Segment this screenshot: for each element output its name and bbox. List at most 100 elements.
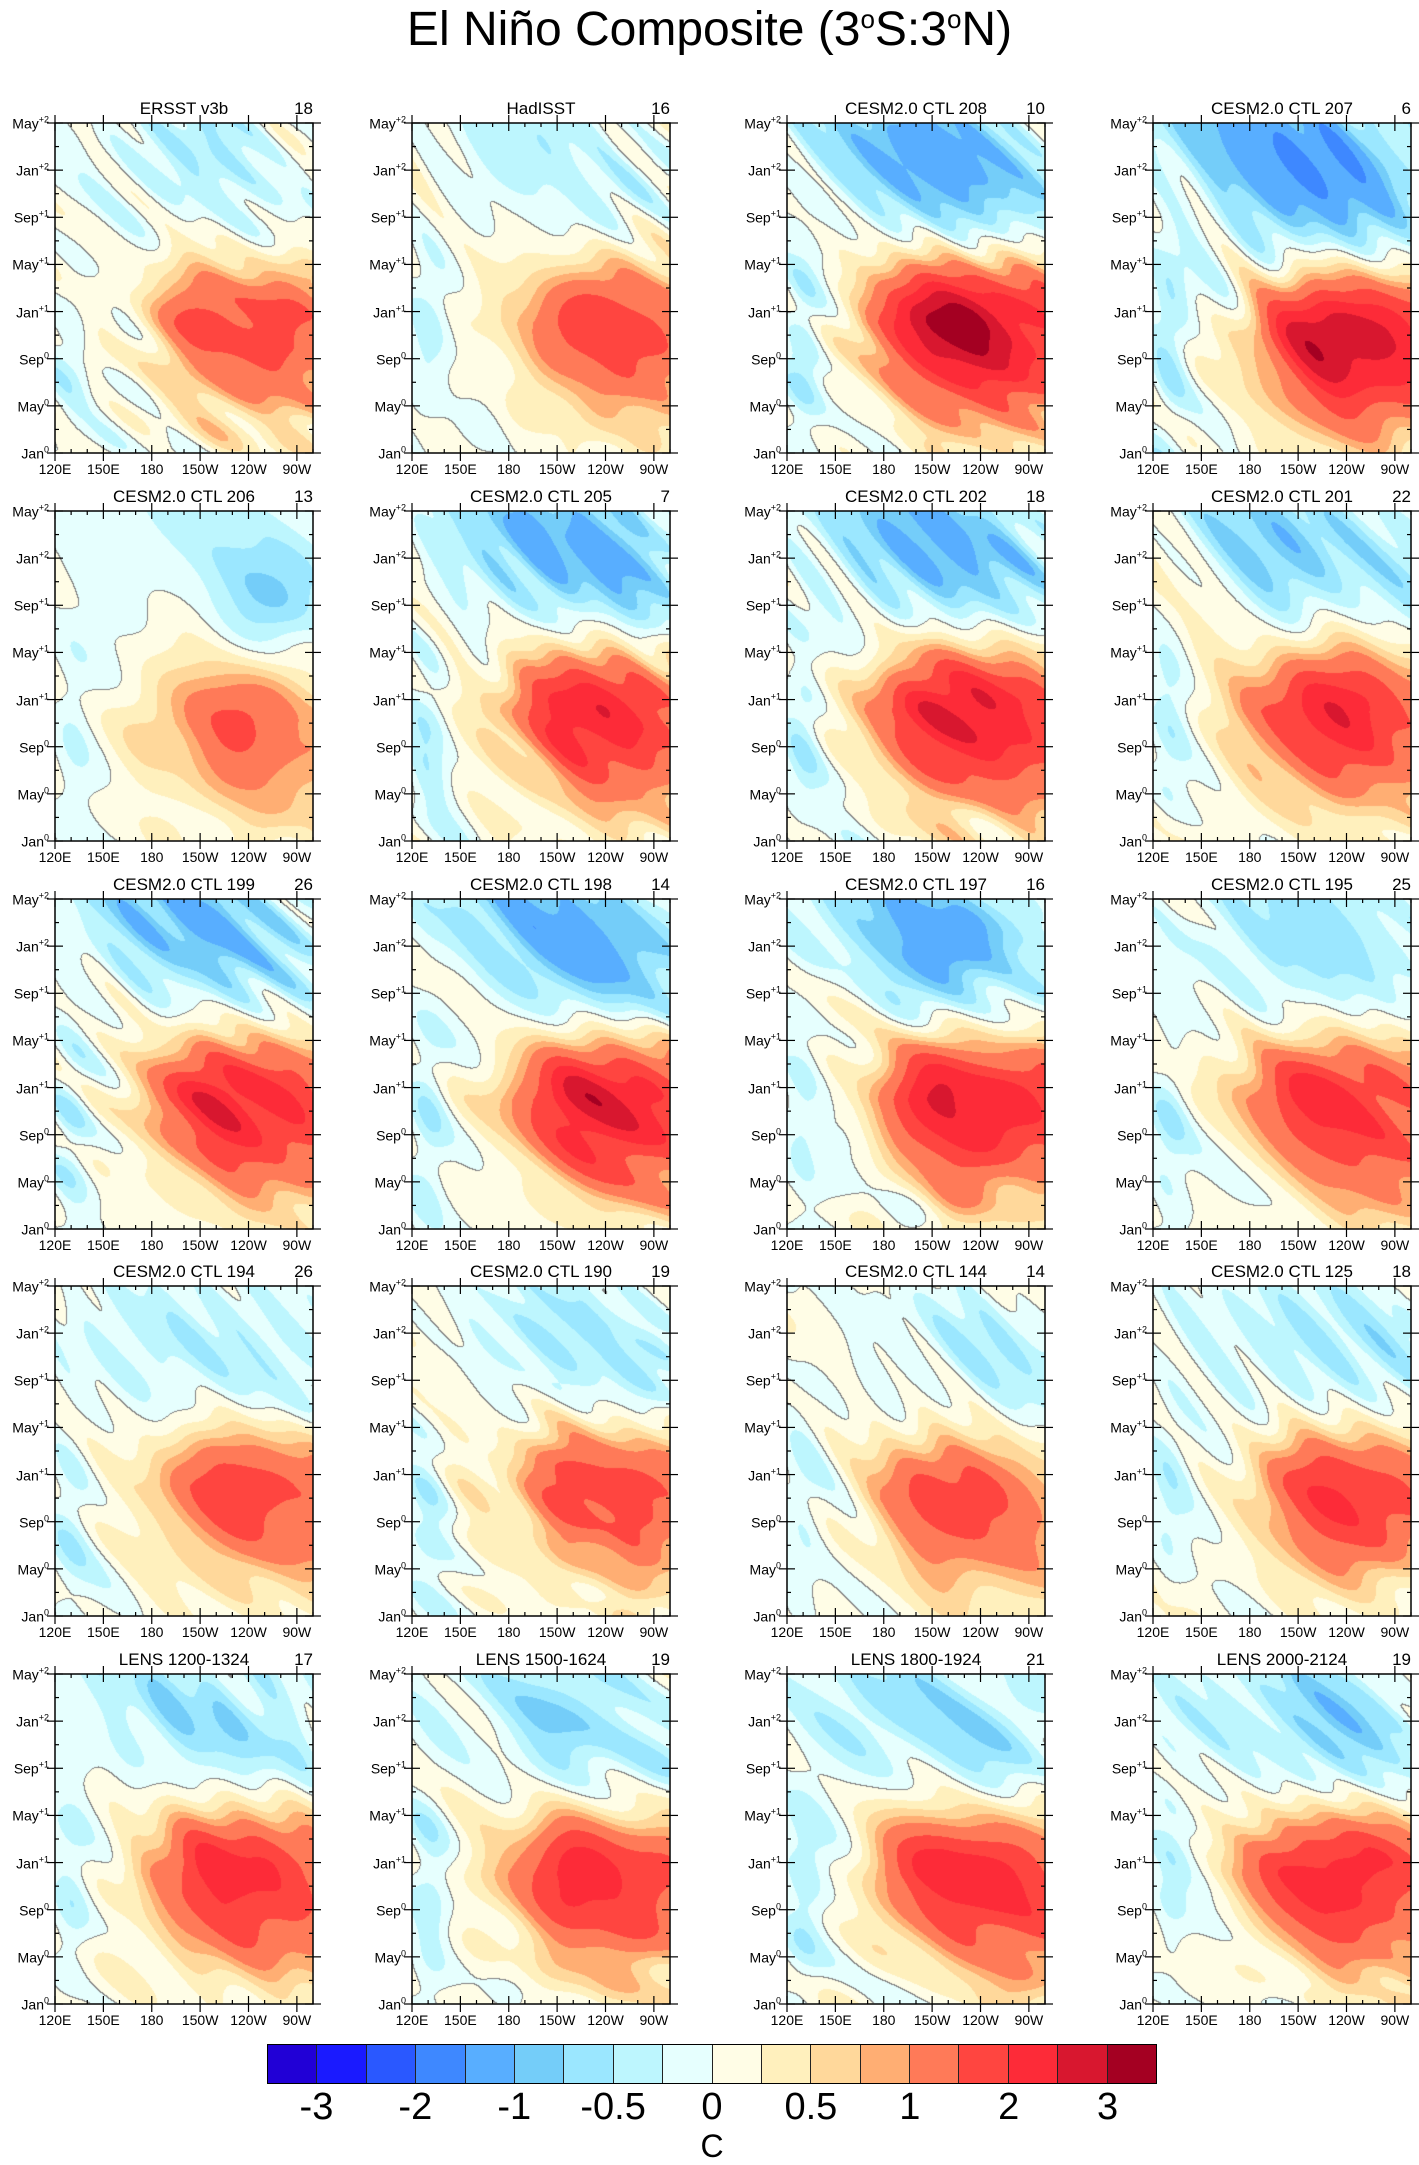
y-tick-month: Jan (748, 1079, 771, 1096)
y-tick-month: Jan (373, 303, 396, 320)
figure-title: El Niño Composite (3oS:3oN) (0, 2, 1419, 57)
y-tick-month: Jan (378, 445, 401, 462)
x-tick-label: 120E (395, 1624, 429, 1640)
y-tick-label: Jan+2 (16, 550, 49, 567)
y-tick-month: Sep (19, 1127, 44, 1144)
y-tick-month: Jan (1119, 833, 1142, 850)
y-tick-month: Sep (370, 209, 396, 226)
x-tick-label: 150W (181, 849, 219, 865)
y-tick-label: Sep+1 (14, 597, 49, 614)
title-text: El Niño Composite (3 (406, 3, 861, 56)
y-tick-year: 0 (775, 1126, 781, 1137)
y-tick-label: May+1 (1110, 256, 1147, 273)
y-tick-month: Jan (373, 550, 396, 567)
x-tick-label: 150E (87, 461, 120, 477)
y-tick-month: May (1115, 1174, 1142, 1191)
y-tick-month: Sep (1117, 351, 1142, 368)
y-tick-year: +2 (395, 161, 406, 172)
y-tick-year: +1 (1136, 1854, 1147, 1865)
y-tick-label: Jan0 (21, 833, 49, 850)
y-tick-year: +1 (38, 691, 49, 702)
x-tick-label: 150W (1279, 461, 1317, 477)
panel-event-count: 7 (660, 487, 670, 506)
plot-frame (786, 1673, 1046, 2005)
y-tick-year: 0 (775, 1948, 781, 1959)
y-tick-label: Jan+2 (748, 550, 781, 567)
y-tick-month: Jan (748, 1325, 771, 1342)
y-tick-year: +1 (395, 691, 406, 702)
x-tick-label: 120E (1136, 1624, 1170, 1640)
x-tick-label: 90W (639, 1237, 669, 1253)
sst-anomaly-field (412, 123, 670, 453)
y-tick-month: Sep (751, 1902, 776, 1919)
y-tick-label: Sep0 (19, 738, 49, 755)
panel-event-count: 10 (1026, 99, 1045, 118)
y-tick-label: Sep+1 (746, 1760, 781, 1777)
y-tick-label: May0 (1116, 1561, 1147, 1578)
y-tick-label: Jan0 (753, 1221, 781, 1238)
y-tick-year: 0 (400, 1513, 406, 1524)
y-tick-label: Jan+1 (373, 691, 406, 708)
x-tick-label: 120W (962, 1237, 999, 1253)
colorbar-unit: C (700, 2128, 724, 2164)
y-tick-month: Sep (19, 739, 44, 756)
y-tick-month: May (12, 1666, 39, 1683)
y-tick-label: Sep+1 (371, 209, 406, 226)
y-tick-year: 0 (775, 1220, 781, 1231)
y-tick-year: +2 (38, 161, 49, 172)
y-tick-month: May (1110, 1278, 1137, 1295)
colorbar-swatch (1008, 2045, 1059, 2083)
y-tick-month: Sep (1117, 1902, 1142, 1919)
x-tick-label: 150W (538, 1624, 576, 1640)
y-tick-month: Sep (745, 1760, 771, 1777)
sst-anomaly-field (55, 511, 313, 841)
y-tick-label: May+1 (369, 644, 406, 661)
y-tick-label: May+1 (744, 1032, 781, 1049)
y-tick-month: Jan (1119, 1608, 1142, 1625)
title-degree: o (860, 4, 875, 34)
x-tick-label: 120E (1136, 2012, 1170, 2028)
sst-anomaly-field (412, 899, 670, 1229)
hovmoller-panel: CESM2.0 CTL 199 26 Jan0 May0 Sep0 Jan+1 May+1 S… (12, 875, 321, 1253)
y-tick-month: May (12, 1807, 39, 1824)
colorbar-label: -2 (398, 2086, 433, 2128)
y-tick-month: Jan (1114, 1466, 1137, 1483)
panel-event-count: 21 (1026, 1650, 1045, 1669)
panel-title: CESM2.0 CTL 198 (469, 875, 613, 894)
y-tick-label: May+1 (12, 644, 49, 661)
y-tick-label: May+2 (369, 1666, 406, 1683)
y-tick-label: May+1 (12, 1807, 49, 1824)
hovmoller-panel: HadISST 16 Jan0 May0 Sep0 Jan+1 May+1 Sep+1 Jan+… (369, 99, 678, 477)
y-tick-label: Jan0 (378, 1996, 406, 2013)
colorbar-swatch (366, 2045, 417, 2083)
x-tick-label: 180 (872, 1237, 896, 1253)
y-tick-label: Sep+1 (14, 1760, 49, 1777)
y-tick-label: Jan0 (753, 445, 781, 462)
y-tick-month: Sep (745, 1372, 771, 1389)
y-tick-year: +1 (770, 1807, 781, 1818)
y-tick-label: Sep0 (376, 350, 406, 367)
y-tick-month: Jan (748, 303, 771, 320)
y-tick-year: +1 (770, 691, 781, 702)
panel-title: CESM2.0 CTL 125 (1210, 1262, 1354, 1281)
y-tick-label: May+1 (744, 644, 781, 661)
y-tick-year: 0 (400, 1173, 406, 1184)
y-tick-year: +2 (38, 937, 49, 948)
x-tick-label: 90W (1380, 849, 1410, 865)
y-tick-year: 0 (43, 1126, 49, 1137)
x-tick-label: 120E (1136, 1237, 1170, 1253)
y-tick-month: May (1110, 1666, 1137, 1683)
y-tick-label: Jan+2 (373, 550, 406, 567)
y-tick-label: Jan+2 (748, 162, 781, 179)
y-tick-year: +2 (1136, 161, 1147, 172)
y-tick-label: May0 (18, 398, 49, 415)
y-tick-year: 0 (1141, 350, 1147, 361)
y-tick-label: May+2 (369, 115, 406, 132)
y-tick-month: Jan (16, 938, 39, 955)
panel-axes (47, 1666, 321, 2012)
y-tick-month: Jan (1119, 1221, 1142, 1238)
y-tick-label: May0 (750, 398, 781, 415)
panel-event-count: 19 (651, 1650, 670, 1669)
y-tick-label: Sep0 (376, 738, 406, 755)
x-tick-label: 120W (1328, 1237, 1365, 1253)
